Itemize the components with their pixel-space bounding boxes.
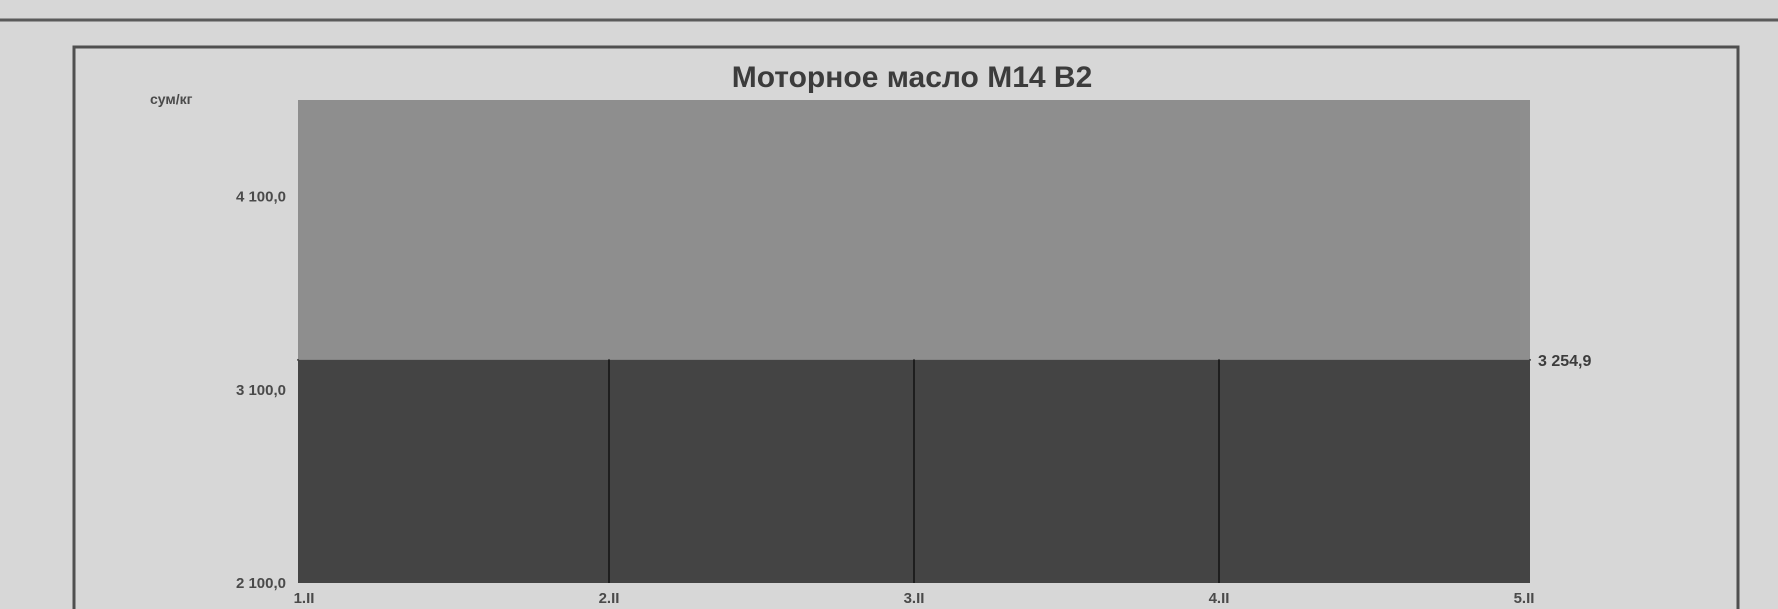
x-tick-label: 3.II — [904, 590, 925, 607]
y-tick-label: 4 100,0 — [236, 189, 286, 206]
chart-title: Моторное масло М14 В2 — [732, 61, 1093, 94]
y-tick-label: 2 100,0 — [236, 575, 286, 592]
y-tick-label: 3 100,0 — [236, 382, 286, 399]
x-tick-label: 5.II — [1514, 590, 1535, 607]
x-tick-label: 1.II — [294, 590, 315, 607]
x-tick-label: 4.II — [1209, 590, 1230, 607]
last-value-label: 3 254,9 — [1538, 353, 1591, 370]
data-point-1.II — [297, 358, 299, 361]
y-axis-unit-label: сум/кг — [150, 91, 193, 107]
x-tick-label: 2.II — [599, 590, 620, 607]
data-point-5.II — [1529, 358, 1531, 361]
